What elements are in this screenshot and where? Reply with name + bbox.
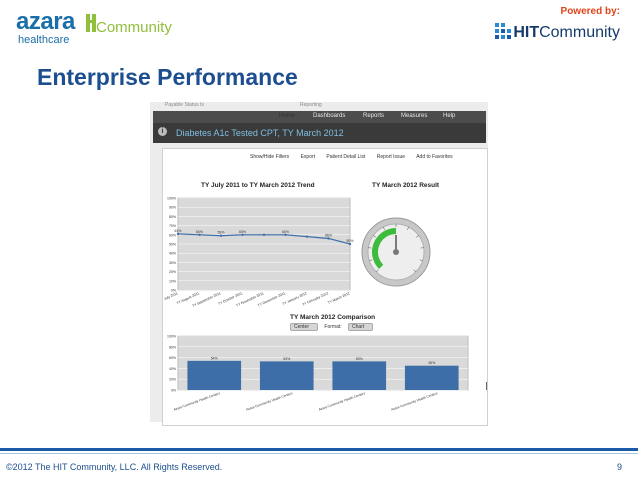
trend-point: [219, 234, 223, 237]
bar-y-tick: 40%: [169, 367, 176, 371]
trend-chart-title: TY July 2011 to TY March 2012 Trend: [201, 182, 315, 189]
healthcare-logo-text: healthcare: [18, 34, 70, 46]
comparison-chart-title: TY March 2012 Comparison: [290, 314, 376, 321]
comparison-x-tick: Azara Community Health Centers: [246, 391, 294, 412]
dashboard-title: Diabetes A1c Tested CPT, TY March 2012: [176, 128, 344, 138]
nav-dashboards[interactable]: Dashboards: [313, 113, 346, 119]
trend-y-tick: 90%: [169, 206, 176, 210]
format-select[interactable]: Chart: [348, 323, 374, 331]
crumb-right: Reporting: [300, 102, 322, 108]
trend-y-tick: 80%: [169, 215, 176, 219]
bar-y-tick: 20%: [169, 378, 176, 382]
comparison-bar-label: 53%: [283, 357, 290, 361]
gauge-tick: [416, 235, 419, 238]
gauge-tick: [413, 269, 417, 273]
trend-point: [348, 242, 352, 246]
community-logo-text: Community: [96, 19, 172, 36]
crumb-left: Payable Status Is: [165, 102, 204, 108]
trend-point: [327, 237, 330, 240]
gauge-tick: [419, 259, 423, 261]
footer-rule-thin: [0, 453, 638, 454]
comparison-bar-label: 53%: [356, 357, 363, 361]
format-label: Format:: [324, 324, 342, 330]
trend-y-tick: 100%: [167, 197, 176, 201]
add-favorites-button[interactable]: Add to Favorites: [416, 154, 453, 160]
azara-logo: azara: [16, 8, 75, 35]
trend-x-tick: TY March 2012: [327, 291, 350, 305]
bar-y-tick: 60%: [169, 356, 176, 360]
comparison-bar: [404, 365, 459, 390]
app-nav-bar: Home Dashboards Reports Measures Help: [153, 111, 486, 123]
result-gauge: [361, 217, 431, 287]
trend-y-tick: 30%: [169, 261, 176, 265]
comparison-chart: 0% 20% 40% 60% 80% 100% 54% Azara Community Hea…: [167, 335, 469, 412]
info-icon[interactable]: i: [158, 127, 167, 136]
patient-list-button[interactable]: Patient Detail List: [326, 154, 366, 160]
trend-point: [284, 233, 287, 236]
trend-point-label: 61%: [174, 229, 181, 233]
trend-y-tick: 70%: [169, 224, 176, 228]
export-button[interactable]: Export: [300, 154, 316, 160]
copyright-text: ©2012 The HIT Community, LLC. All Rights…: [6, 462, 223, 472]
trend-chart: 0%10%20%30%40%50%60%70%80%90%100%61% 60% 5…: [164, 197, 354, 309]
gauge-hub: [393, 249, 399, 255]
slide-title: Enterprise Performance: [37, 64, 298, 90]
gauge-tick: [407, 226, 409, 230]
comparison-controls: Center Format: Chart: [285, 323, 378, 331]
dashboard-toolbar: Show/Hide Filters Export Patient Detail …: [250, 154, 463, 160]
compare-select[interactable]: Center: [290, 323, 319, 331]
trend-y-tick: 0%: [171, 289, 176, 293]
trend-point-label: 60%: [239, 230, 246, 234]
comparison-x-tick: Azara Community Health Centers: [391, 391, 439, 412]
footer-rule: [0, 448, 638, 451]
comparison-bar: [187, 360, 242, 390]
comparison-bar: [332, 361, 387, 390]
trend-y-tick: 10%: [169, 279, 176, 283]
comparison-bar-label: 45%: [428, 361, 435, 365]
nav-home[interactable]: Home: [279, 113, 296, 119]
hit-community-logo-icon: [495, 23, 511, 39]
comparison-bar: [259, 361, 314, 390]
trend-point-label: 60%: [282, 230, 289, 234]
gauge-tick: [369, 259, 373, 261]
nav-reports[interactable]: Reports: [363, 113, 385, 119]
scroll-indicator: [486, 382, 487, 390]
trend-point-label: 59%: [217, 231, 224, 235]
report-issue-button[interactable]: Report Issue: [376, 154, 406, 160]
powered-by-label: Powered by:: [560, 6, 620, 17]
trend-point-label: 56%: [325, 233, 332, 237]
nav-measures[interactable]: Measures: [401, 113, 428, 119]
trend-point-label: 60%: [196, 230, 203, 234]
trend-y-tick: 40%: [169, 252, 176, 256]
trend-point: [262, 233, 266, 236]
show-hide-filters-button[interactable]: Show/Hide Filters: [250, 154, 290, 160]
result-chart-title: TY March 2012 Result: [372, 182, 440, 189]
gauge-value-arc: [372, 228, 397, 269]
gauge-tick: [375, 269, 379, 273]
nav-help[interactable]: Help: [443, 113, 456, 119]
trend-point: [241, 233, 244, 236]
gauge-tick: [383, 226, 385, 230]
trend-point: [176, 232, 180, 236]
comparison-bar-label: 54%: [211, 356, 218, 360]
hit-community-logo: HITCommunity: [513, 24, 620, 41]
trend-point: [305, 235, 309, 238]
gauge-tick: [373, 235, 376, 238]
community-logo-icon: [86, 14, 96, 32]
trend-y-tick: 20%: [169, 270, 176, 274]
trend-point: [198, 233, 201, 236]
comparison-x-tick: Azara Community Health Centers: [173, 391, 221, 412]
bar-y-tick: 100%: [167, 335, 176, 339]
bar-y-tick: 80%: [169, 345, 176, 349]
dashboard-title-bar: [153, 123, 486, 143]
trend-y-tick: 60%: [169, 233, 176, 237]
page-number: 9: [616, 462, 622, 472]
comparison-x-tick: Azara Community Health Centers: [318, 391, 366, 412]
trend-y-tick: 50%: [169, 243, 176, 247]
bar-y-tick: 0%: [171, 389, 176, 393]
trend-point-label: 50%: [346, 239, 353, 243]
